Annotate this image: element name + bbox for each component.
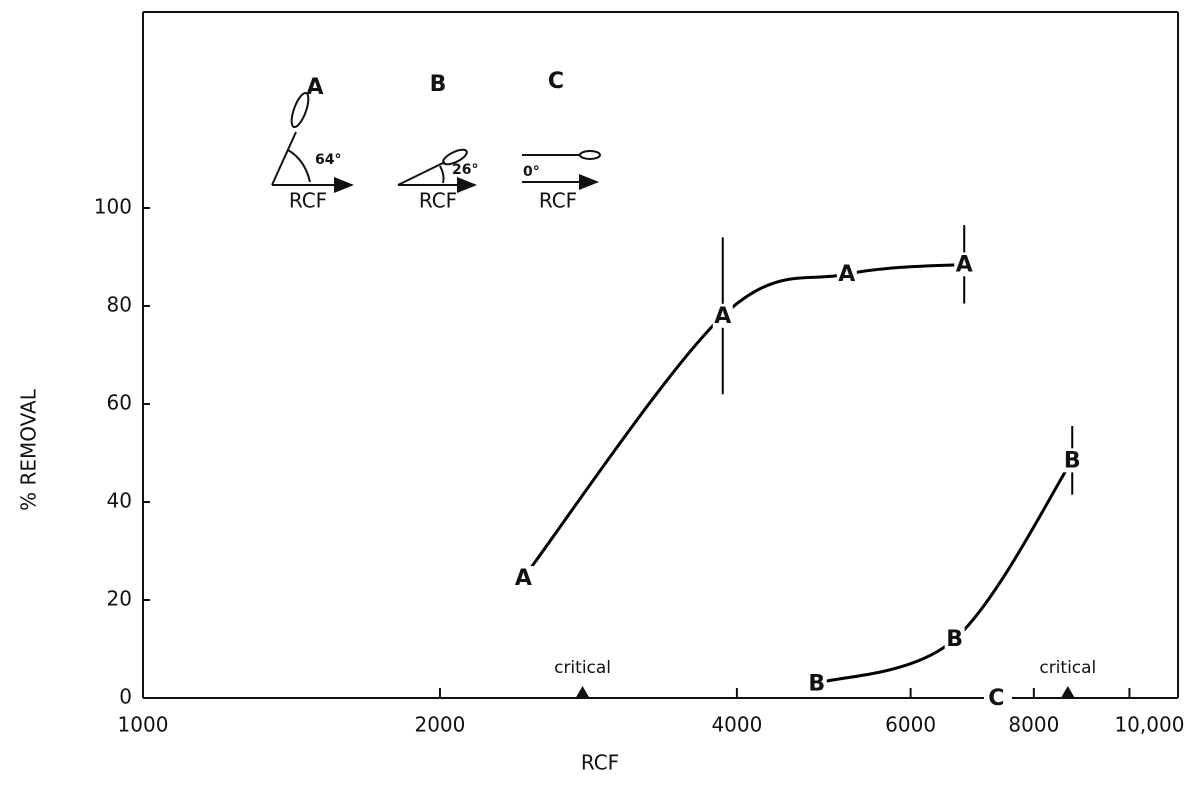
x-tick-label: 8000: [1008, 713, 1059, 737]
inset-label: C: [548, 69, 564, 94]
x-tick-label: 4000: [711, 713, 762, 737]
y-tick-label: 0: [119, 685, 132, 709]
inset-angle: 64°: [315, 152, 341, 168]
point-marker: B: [946, 627, 963, 652]
inset-axis: RCF: [539, 189, 577, 213]
frame: [143, 12, 1178, 698]
y-tick-label: 100: [94, 195, 132, 219]
y-tick-label: 20: [107, 587, 132, 611]
point-marker: A: [515, 566, 532, 591]
critical-marker: [1061, 686, 1075, 698]
point-marker: B: [808, 671, 825, 696]
inset-angle: 0°: [523, 164, 540, 180]
x-tick-label: 2000: [414, 713, 465, 737]
inset-axis: RCF: [289, 189, 327, 213]
annotation: critical: [1039, 658, 1096, 678]
point-marker: A: [956, 252, 973, 277]
point-marker: A: [714, 304, 731, 329]
critical-marker: [576, 686, 590, 698]
y-tick-label: 40: [107, 489, 132, 513]
x-tick-label: 6000: [885, 713, 936, 737]
y-tick-label: 60: [107, 391, 132, 415]
curve: [817, 460, 1072, 683]
inset-label: A: [306, 75, 323, 100]
x-tick-label: 1000: [118, 713, 169, 737]
point-marker: C: [988, 686, 1004, 711]
y-tick-label: 80: [107, 293, 132, 317]
point-marker: A: [838, 262, 855, 287]
inset-label: B: [430, 72, 447, 97]
annotation: critical: [554, 658, 611, 678]
inset-axis: RCF: [419, 189, 457, 213]
inset-angle: 26°: [452, 162, 478, 178]
inset: [272, 91, 600, 185]
y-axis-label: % REMOVAL: [17, 388, 41, 511]
x-tick-label: 10,000: [1114, 713, 1184, 737]
point-marker: B: [1064, 448, 1081, 473]
chart: A B C 64° 26° 0° RCF RCF RCF RCF % REMOV…: [0, 0, 1192, 799]
x-axis-label: RCF: [581, 751, 619, 775]
curve: [523, 264, 964, 578]
